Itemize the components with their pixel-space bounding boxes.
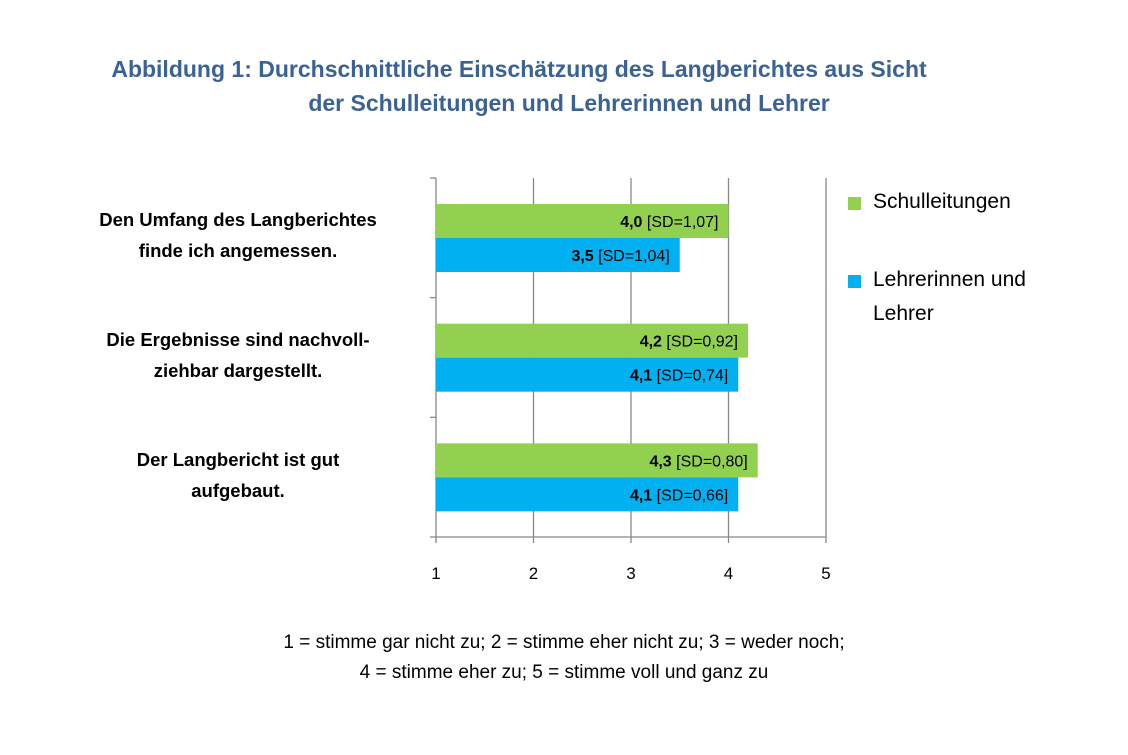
legend-swatch-green <box>848 197 861 210</box>
x-tick-label: 4 <box>724 564 733 583</box>
bar <box>436 323 748 358</box>
bar-value-label: 4,0 [SD=1,07] <box>620 214 718 231</box>
chart-title: Abbildung 1: Durchschnittliche Einschätz… <box>0 52 1128 120</box>
category-label-line: aufgebaut. <box>191 480 285 501</box>
legend-label: Lehrerinnen und <box>873 268 1026 291</box>
bar <box>436 443 758 478</box>
x-tick-label: 1 <box>431 564 440 583</box>
bar-sd-value: [SD=0,80] <box>672 453 748 470</box>
category-label-line: Die Ergebnisse sind nachvoll- <box>106 329 370 350</box>
bar-sd-value: [SD=0,92] <box>662 334 738 351</box>
bar-value-label: 4,1 [SD=0,74] <box>630 368 728 385</box>
bar <box>436 357 739 392</box>
legend-label: Lehrer <box>873 302 934 325</box>
bar <box>436 477 739 512</box>
category-label-aufbau: Der Langbericht ist gut aufgebaut. <box>73 444 403 506</box>
bar-sd-value: [SD=1,07] <box>642 214 718 231</box>
bar-value-label: 4,1 [SD=0,66] <box>630 487 728 504</box>
x-tick-label: 3 <box>626 564 635 583</box>
scale-note: 1 = stimme gar nicht zu; 2 = stimme eher… <box>0 628 1128 688</box>
category-label-umfang: Den Umfang des Langberichtes finde ich a… <box>73 204 403 266</box>
bar-sd-value: [SD=1,04] <box>594 248 670 265</box>
bar-mean-value: 3,5 <box>571 248 593 265</box>
x-tick-label: 2 <box>529 564 538 583</box>
scale-note-line-2: 4 = stimme eher zu; 5 = stimme voll und … <box>359 662 769 683</box>
category-label-line: finde ich angemessen. <box>138 240 338 261</box>
bar-value-label: 4,3 [SD=0,80] <box>649 453 747 470</box>
bar <box>436 238 680 272</box>
chart-title-line-1: Abbildung 1: Durchschnittliche Einschätz… <box>111 56 927 82</box>
bar-sd-value: [SD=0,74] <box>652 368 728 385</box>
x-tick-label: 5 <box>821 564 830 583</box>
bar-sd-value: [SD=0,66] <box>652 487 728 504</box>
legend: Schulleitungen Lehrerinnen und Lehrer <box>848 185 1108 331</box>
bar-mean-value: 4,3 <box>649 453 671 470</box>
bar <box>436 204 729 238</box>
bar-value-label: 4,2 [SD=0,92] <box>640 334 738 351</box>
category-label-line: ziehbar dargestellt. <box>153 360 323 381</box>
category-label-line: Den Umfang des Langberichtes <box>99 209 377 230</box>
legend-item-schulleitungen: Schulleitungen <box>848 185 1108 219</box>
bar-mean-value: 4,2 <box>640 334 662 351</box>
chart-title-line-2: der Schulleitungen und Lehrerinnen und L… <box>308 90 830 116</box>
bar-mean-value: 4,0 <box>620 214 642 231</box>
category-label-line: Der Langbericht ist gut <box>136 449 340 470</box>
bar-value-label: 3,5 [SD=1,04] <box>571 248 669 265</box>
bar-mean-value: 4,1 <box>630 368 652 385</box>
legend-swatch-blue <box>848 275 861 288</box>
scale-note-line-1: 1 = stimme gar nicht zu; 2 = stimme eher… <box>283 632 845 653</box>
bar-mean-value: 4,1 <box>630 487 652 504</box>
legend-item-lehrer: Lehrerinnen und Lehrer <box>848 263 1108 331</box>
legend-label: Schulleitungen <box>873 190 1011 213</box>
category-label-ergebnisse: Die Ergebnisse sind nachvoll- ziehbar da… <box>73 324 403 386</box>
